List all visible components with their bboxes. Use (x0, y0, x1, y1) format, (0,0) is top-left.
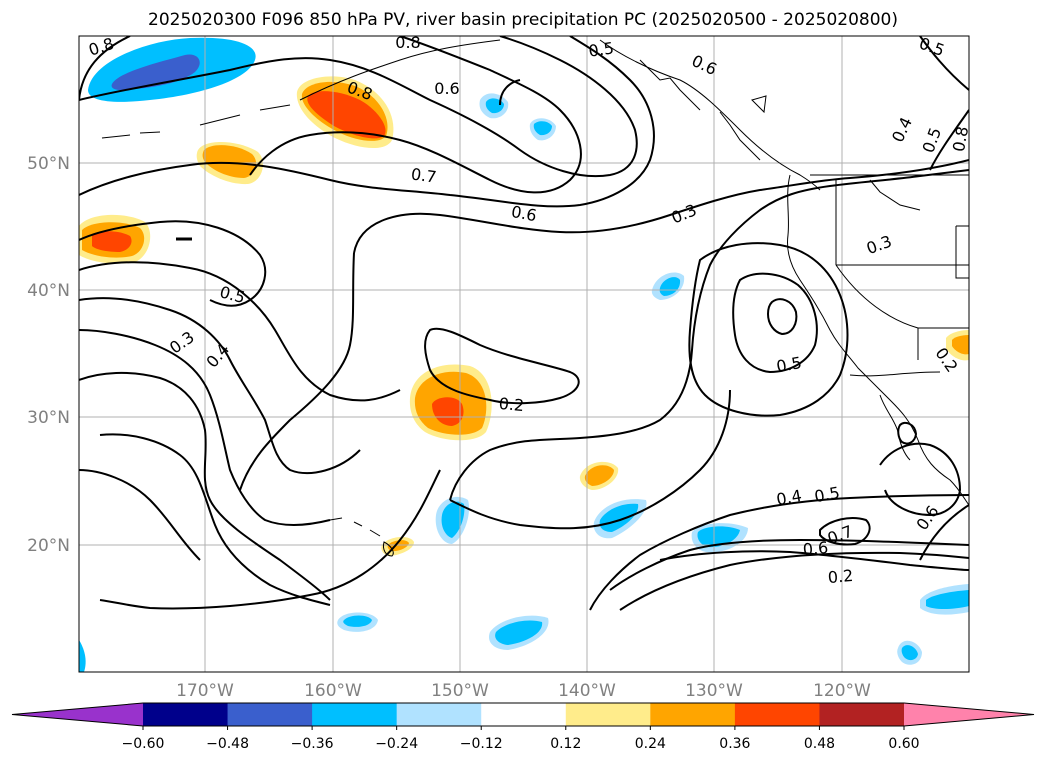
contour-label: 0.6 (510, 202, 538, 225)
lat-label: 30°N (27, 408, 70, 428)
contour-label: 0.2 (498, 394, 525, 415)
coastlines (101, 39, 969, 557)
colorbar-swatch (312, 703, 398, 726)
colorbar-tick-label: −0.24 (375, 736, 418, 752)
negative-anomaly-blob (495, 620, 543, 645)
contour-label: 0.6 (802, 538, 829, 559)
colorbar-tick-label: −0.12 (460, 736, 503, 752)
lat-label: 50°N (27, 154, 70, 174)
colorbar-tick-label: 0.60 (888, 736, 919, 752)
positive-anomaly-blob (307, 91, 386, 139)
positive-anomaly-blob (584, 465, 614, 486)
colorbar-tick-label: 0.48 (804, 736, 835, 752)
colorbar-tick-label: −0.48 (206, 736, 249, 752)
colorbar-tick-label: −0.60 (122, 736, 165, 752)
negative-anomaly-blob (659, 277, 681, 296)
contour-label: 0.5 (813, 483, 841, 506)
colorbar-tick-label: 0.24 (635, 736, 666, 752)
colorbar-swatch (227, 703, 313, 726)
negative-anomaly-blob (926, 590, 969, 609)
negative-anomaly-blob (111, 54, 200, 91)
negative-anomaly-blob (79, 640, 86, 672)
contour-label: 0.5 (775, 353, 803, 376)
negative-anomaly-blob (599, 503, 639, 532)
lat-label: 40°N (27, 281, 70, 301)
contour-label: 0.2 (827, 566, 854, 587)
lon-label: 160°W (304, 681, 362, 701)
latitude-labels: 50°N 40°N 30°N 20°N (27, 154, 70, 556)
positive-anomaly-blob (432, 397, 464, 426)
colorbar-swatch (819, 703, 905, 726)
colorbar-swatch (650, 703, 736, 726)
colorbar: −0.60 −0.48 −0.36 −0.24 −0.12 0.12 0.24 0.36 0.4… (11, 702, 1035, 752)
negative-anomaly-blob (441, 501, 465, 538)
map-frame (78, 35, 970, 673)
lon-label: 170°W (176, 681, 234, 701)
colorbar-swatch (143, 703, 229, 726)
contour-label: 0.7 (410, 164, 438, 186)
contour-label: 0.6 (434, 79, 459, 98)
lon-label: 150°W (431, 681, 489, 701)
map-panel: 0.8 0.8 0.6 0.5 0.6 0.5 0.4 0.5 0.8 0.8 … (78, 33, 972, 673)
negative-anomaly-blob (901, 645, 918, 661)
colorbar-tick-label: 0.36 (719, 736, 750, 752)
negative-anomaly-blob (697, 526, 740, 548)
shading-layer (79, 37, 969, 672)
graticule (79, 36, 969, 672)
negative-anomaly-blob (343, 615, 372, 627)
lon-label: 120°W (813, 681, 871, 701)
colorbar-tick-label: 0.12 (550, 736, 581, 752)
colorbar-tick-label: −0.36 (291, 736, 334, 752)
figure-title: 2025020300 F096 850 hPa PV, river basin … (148, 10, 898, 30)
pv-contours (79, 36, 969, 611)
colorbar-swatch (734, 703, 820, 726)
longitude-labels: 170°W 160°W 150°W 140°W 130°W 120°W (176, 681, 871, 701)
contour-label: 0.8 (949, 125, 972, 153)
negative-anomaly-blob (533, 121, 552, 136)
contour-label: 0.8 (86, 34, 116, 60)
positive-anomaly-blob (952, 335, 969, 355)
colorbar-swatch (565, 703, 651, 726)
colorbar-swatch (481, 703, 567, 726)
colorbar-extend-max (904, 703, 1034, 726)
contour-label: 0.4 (775, 486, 803, 509)
positive-anomaly-blob (92, 231, 132, 252)
colorbar-swatch (396, 703, 482, 726)
colorbar-extend-min (12, 703, 143, 726)
lat-label: 20°N (27, 536, 70, 556)
lon-label: 140°W (558, 681, 616, 701)
contour-label: 0.5 (587, 38, 615, 60)
contour-label: 0.8 (395, 33, 420, 52)
lon-label: 130°W (685, 681, 743, 701)
positive-anomaly-blob (202, 145, 257, 178)
